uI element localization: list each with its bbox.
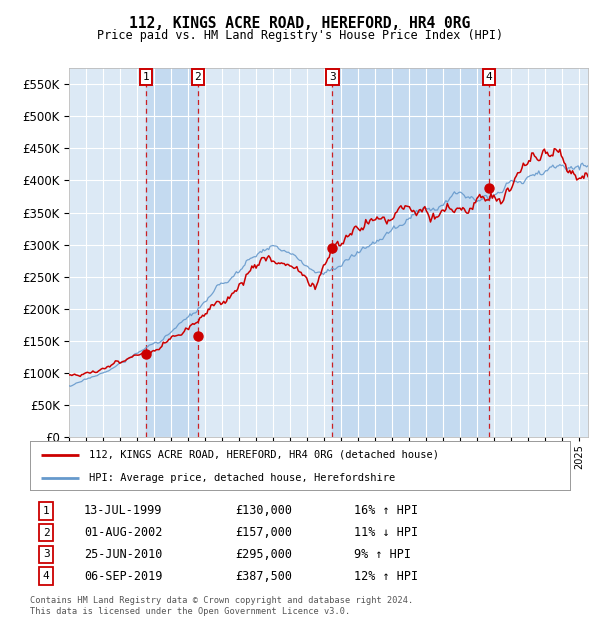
Text: 1: 1 [43, 506, 50, 516]
Text: 12% ↑ HPI: 12% ↑ HPI [354, 570, 418, 583]
Text: HPI: Average price, detached house, Herefordshire: HPI: Average price, detached house, Here… [89, 472, 395, 483]
Text: Contains HM Land Registry data © Crown copyright and database right 2024.
This d: Contains HM Land Registry data © Crown c… [30, 596, 413, 616]
Text: 2: 2 [43, 528, 50, 538]
Text: 9% ↑ HPI: 9% ↑ HPI [354, 548, 411, 561]
Text: 3: 3 [43, 549, 50, 559]
Text: 06-SEP-2019: 06-SEP-2019 [84, 570, 163, 583]
Text: 112, KINGS ACRE ROAD, HEREFORD, HR4 0RG: 112, KINGS ACRE ROAD, HEREFORD, HR4 0RG [130, 16, 470, 30]
Text: Price paid vs. HM Land Registry's House Price Index (HPI): Price paid vs. HM Land Registry's House … [97, 29, 503, 42]
Text: 2: 2 [194, 72, 202, 82]
Text: 16% ↑ HPI: 16% ↑ HPI [354, 504, 418, 517]
Text: 01-AUG-2002: 01-AUG-2002 [84, 526, 163, 539]
Text: £157,000: £157,000 [235, 526, 292, 539]
Text: 3: 3 [329, 72, 336, 82]
Text: 1: 1 [143, 72, 149, 82]
Text: 112, KINGS ACRE ROAD, HEREFORD, HR4 0RG (detached house): 112, KINGS ACRE ROAD, HEREFORD, HR4 0RG … [89, 450, 439, 460]
Bar [146, 68, 198, 437]
Text: 25-JUN-2010: 25-JUN-2010 [84, 548, 163, 561]
Text: £130,000: £130,000 [235, 504, 292, 517]
Text: 4: 4 [485, 72, 493, 82]
Bar [332, 68, 489, 437]
Text: £295,000: £295,000 [235, 548, 292, 561]
Text: 13-JUL-1999: 13-JUL-1999 [84, 504, 163, 517]
Text: 4: 4 [43, 571, 50, 581]
Text: 11% ↓ HPI: 11% ↓ HPI [354, 526, 418, 539]
Text: £387,500: £387,500 [235, 570, 292, 583]
